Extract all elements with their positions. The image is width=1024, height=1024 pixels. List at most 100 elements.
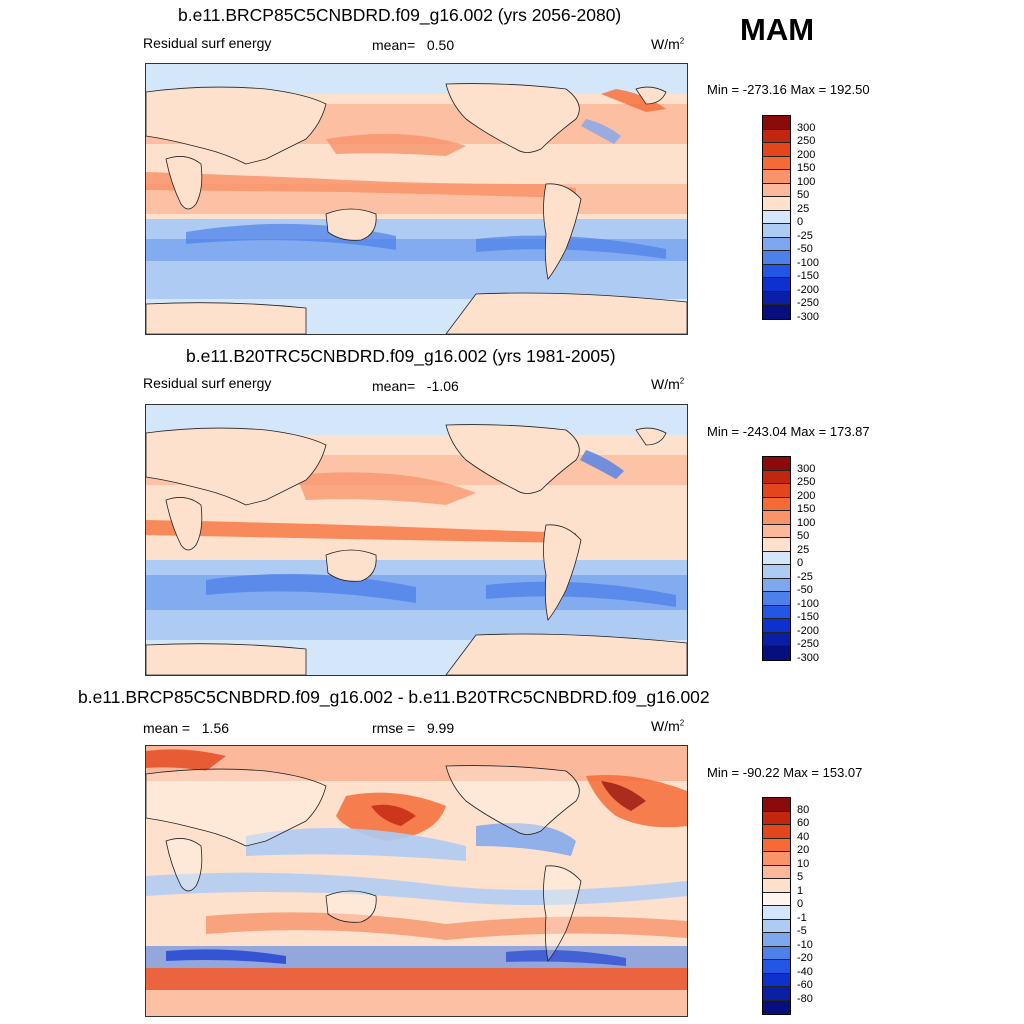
colorbar-tick-label: -25 bbox=[797, 570, 813, 583]
colorbar-tick-label: -200 bbox=[797, 624, 820, 637]
panel-1-colorbar bbox=[762, 115, 791, 320]
colorbar-tick-label: 100 bbox=[797, 175, 816, 188]
panel-1-map bbox=[145, 63, 688, 335]
colorbar-tick-label: -80 bbox=[797, 992, 813, 1005]
panel-1-minmax: Min = -273.16 Max = 192.50 bbox=[707, 82, 870, 97]
colorbar-segment bbox=[763, 919, 790, 933]
panel-2-colorbar bbox=[762, 456, 791, 661]
colorbar-segment bbox=[763, 879, 790, 893]
colorbar-tick-label: -25 bbox=[797, 229, 813, 242]
colorbar-segment bbox=[763, 116, 790, 130]
panel-3-mean-value: 1.56 bbox=[201, 720, 230, 736]
colorbar-tick-label: -250 bbox=[797, 638, 820, 650]
panel-2-variable-label: Residual surf energy bbox=[143, 375, 272, 391]
colorbar-segment bbox=[763, 960, 790, 974]
panel-1-mean: mean= 0.50 bbox=[372, 37, 454, 53]
colorbar-tick-label: -150 bbox=[797, 611, 820, 623]
colorbar-tick-label: -100 bbox=[797, 597, 820, 610]
colorbar-tick-label: 250 bbox=[797, 476, 816, 488]
colorbar-tick-label: 0 bbox=[797, 898, 804, 910]
colorbar-segment bbox=[763, 305, 790, 319]
panel-2-map bbox=[145, 404, 688, 676]
colorbar-segment bbox=[763, 170, 790, 184]
panel-2-mean-label: mean= bbox=[372, 378, 416, 394]
colorbar-segment bbox=[763, 646, 790, 660]
colorbar-segment bbox=[763, 251, 790, 265]
colorbar-segment bbox=[763, 470, 790, 484]
panel-2-mean-value: -1.06 bbox=[426, 378, 459, 394]
panel-3-colorbar bbox=[762, 797, 791, 1015]
colorbar-tick-label: 50 bbox=[797, 530, 810, 542]
colorbar-tick-label: 0 bbox=[797, 557, 804, 569]
colorbar-tick-label: -250 bbox=[797, 297, 820, 309]
colorbar-tick-label: 300 bbox=[797, 121, 816, 134]
colorbar-tick-label: 25 bbox=[797, 202, 810, 215]
colorbar-tick-label: -150 bbox=[797, 270, 820, 282]
panel-3-rmse-label: rmse = bbox=[372, 720, 416, 736]
colorbar-segment bbox=[763, 632, 790, 646]
colorbar-segment bbox=[763, 524, 790, 538]
colorbar-segment bbox=[763, 484, 790, 498]
colorbar-tick-label: -50 bbox=[797, 243, 813, 255]
colorbar-segment bbox=[763, 946, 790, 960]
colorbar-segment bbox=[763, 838, 790, 852]
colorbar-segment bbox=[763, 278, 790, 292]
colorbar-segment bbox=[763, 798, 790, 812]
panel-3-map bbox=[145, 745, 688, 1017]
colorbar-segment bbox=[763, 291, 790, 305]
colorbar-segment bbox=[763, 210, 790, 224]
colorbar-segment bbox=[763, 511, 790, 525]
colorbar-segment bbox=[763, 973, 790, 987]
colorbar-segment bbox=[763, 892, 790, 906]
colorbar-tick-label: -1 bbox=[797, 911, 807, 924]
colorbar-tick-label: 300 bbox=[797, 462, 816, 475]
panel-3-rmse-value: 9.99 bbox=[426, 720, 455, 736]
colorbar-tick-label: 5 bbox=[797, 871, 804, 883]
colorbar-tick-label: -10 bbox=[797, 938, 813, 951]
colorbar-segment bbox=[763, 538, 790, 552]
colorbar-segment bbox=[763, 129, 790, 143]
colorbar-tick-label: 1 bbox=[797, 884, 804, 897]
colorbar-tick-label: 40 bbox=[797, 830, 810, 843]
colorbar-segment bbox=[763, 565, 790, 579]
colorbar-tick-label: -5 bbox=[797, 925, 807, 937]
colorbar-tick-label: 25 bbox=[797, 543, 810, 556]
colorbar-tick-label: -300 bbox=[797, 651, 820, 664]
colorbar-tick-label: 200 bbox=[797, 148, 816, 161]
colorbar-tick-label: 250 bbox=[797, 135, 816, 147]
panel-2-units: W/m2 bbox=[651, 376, 685, 392]
colorbar-tick-label: 60 bbox=[797, 817, 810, 829]
panel-1-mean-value: 0.50 bbox=[426, 37, 455, 53]
colorbar-segment bbox=[763, 933, 790, 947]
panel-3-rmse: rmse = 9.99 bbox=[372, 720, 454, 736]
panel-1-title: b.e11.BRCP85C5CNBDRD.f09_g16.002 (yrs 20… bbox=[178, 5, 622, 25]
colorbar-tick-label: 20 bbox=[797, 844, 810, 856]
colorbar-segment bbox=[763, 197, 790, 211]
panel-3-mean-label: mean = bbox=[143, 720, 191, 736]
colorbar-tick-label: -40 bbox=[797, 965, 813, 978]
colorbar-segment bbox=[763, 578, 790, 592]
panel-3-minmax: Min = -90.22 Max = 153.07 bbox=[707, 765, 863, 780]
colorbar-segment bbox=[763, 143, 790, 157]
colorbar-segment bbox=[763, 605, 790, 619]
colorbar-segment bbox=[763, 811, 790, 825]
colorbar-tick-label: -300 bbox=[797, 310, 820, 323]
colorbar-segment bbox=[763, 224, 790, 238]
colorbar-tick-label: -50 bbox=[797, 584, 813, 596]
colorbar-segment bbox=[763, 457, 790, 471]
colorbar-tick-label: 80 bbox=[797, 803, 810, 816]
colorbar-segment bbox=[763, 619, 790, 633]
panel-2-title: b.e11.B20TRC5CNBDRD.f09_g16.002 (yrs 198… bbox=[186, 346, 616, 366]
colorbar-segment bbox=[763, 987, 790, 1001]
panel-3-mean: mean = 1.56 bbox=[143, 720, 229, 736]
colorbar-segment bbox=[763, 825, 790, 839]
panel-2-mean: mean= -1.06 bbox=[372, 378, 459, 394]
colorbar-segment bbox=[763, 237, 790, 251]
colorbar-tick-label: -60 bbox=[797, 979, 813, 991]
colorbar-segment bbox=[763, 852, 790, 866]
colorbar-segment bbox=[763, 1000, 790, 1014]
colorbar-segment bbox=[763, 156, 790, 170]
panel-3-units: W/m2 bbox=[651, 718, 685, 734]
colorbar-segment bbox=[763, 865, 790, 879]
colorbar-segment bbox=[763, 592, 790, 606]
